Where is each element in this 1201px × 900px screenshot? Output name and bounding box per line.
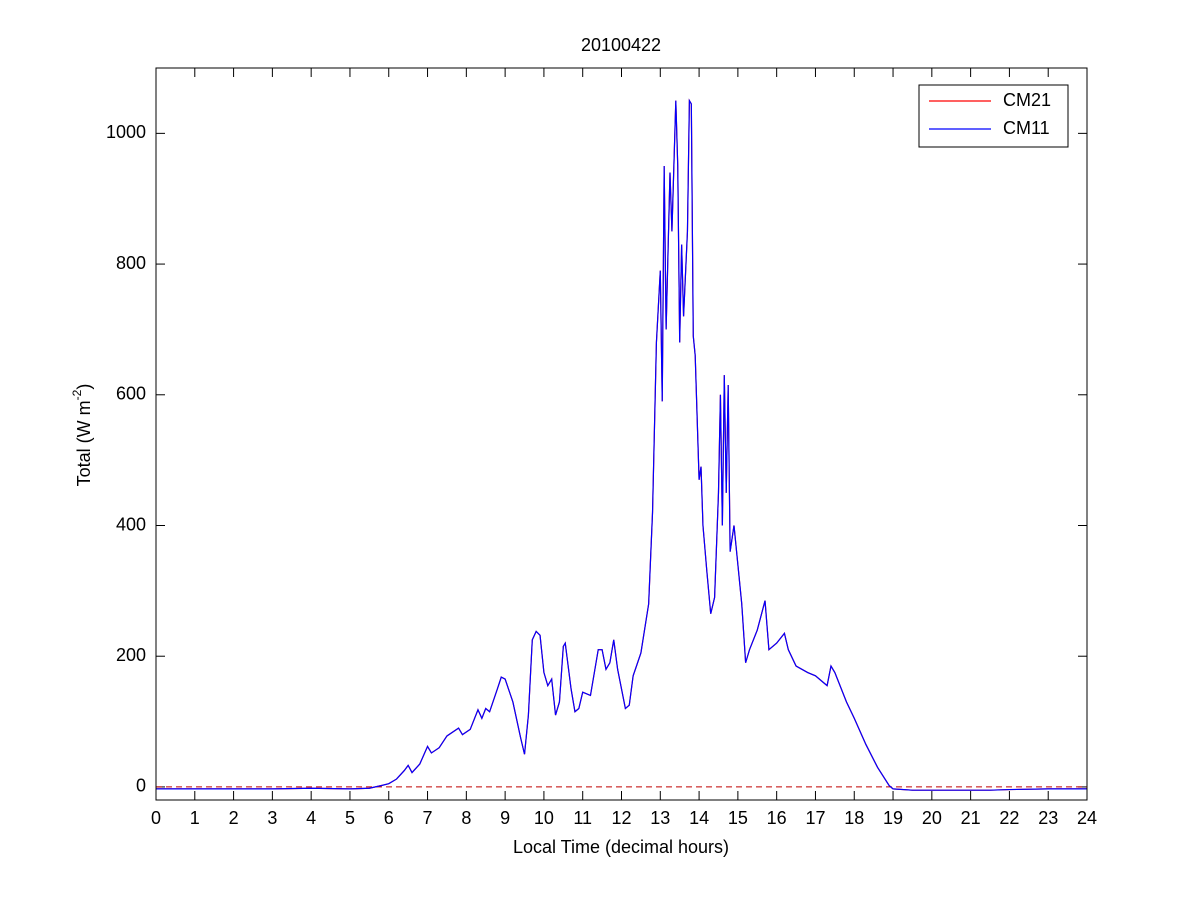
legend-label: CM21 [1003, 90, 1051, 110]
x-tick-label: 9 [500, 808, 510, 828]
series-line [156, 98, 1087, 791]
x-tick-label: 20 [922, 808, 942, 828]
legend-label: CM11 [1003, 118, 1050, 138]
x-tick-label: 15 [728, 808, 748, 828]
x-tick-label: 5 [345, 808, 355, 828]
x-tick-label: 19 [883, 808, 903, 828]
x-tick-label: 4 [306, 808, 316, 828]
x-tick-label: 24 [1077, 808, 1097, 828]
x-tick-label: 11 [573, 808, 592, 828]
x-tick-label: 3 [267, 808, 277, 828]
y-tick-label: 400 [116, 514, 146, 534]
x-tick-label: 0 [151, 808, 161, 828]
x-tick-label: 23 [1038, 808, 1058, 828]
x-tick-label: 21 [961, 808, 981, 828]
y-tick-label: 200 [116, 645, 146, 665]
x-tick-label: 7 [423, 808, 433, 828]
y-axis-label: Total (W m-2) [70, 384, 94, 487]
x-tick-label: 12 [611, 808, 631, 828]
legend-box [918, 84, 1069, 148]
y-tick-label: 800 [116, 253, 146, 273]
x-tick-label: 13 [650, 808, 670, 828]
x-tick-label: 22 [999, 808, 1019, 828]
x-axis-label: Local Time (decimal hours) [513, 837, 729, 857]
y-axis-label-sup: -2 [70, 389, 84, 400]
x-tick-label: 1 [190, 808, 200, 828]
x-tick-label: 14 [689, 808, 709, 828]
x-tick-label: 8 [461, 808, 471, 828]
x-tick-label: 10 [534, 808, 554, 828]
y-axis-label-part: ) [74, 384, 94, 390]
chart-title: 20100422 [581, 35, 661, 55]
y-axis-label-part: Total (W m [74, 400, 94, 486]
x-tick-label: 16 [767, 808, 787, 828]
y-tick-label: 600 [116, 384, 146, 404]
x-tick-label: 2 [229, 808, 239, 828]
x-tick-label: 17 [805, 808, 825, 828]
plot-frame [155, 67, 1088, 801]
x-tick-label: 6 [384, 808, 394, 828]
y-tick-label: 1000 [106, 122, 146, 142]
x-tick-label: 18 [844, 808, 864, 828]
y-tick-label: 0 [136, 776, 146, 796]
